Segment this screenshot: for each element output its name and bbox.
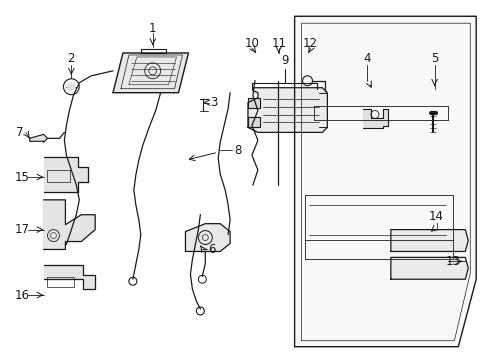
Polygon shape [391, 230, 468, 251]
Text: 15: 15 [14, 171, 29, 184]
Bar [47, 170, 71, 182]
Polygon shape [185, 224, 230, 251]
Circle shape [68, 83, 75, 91]
Polygon shape [391, 257, 468, 279]
Polygon shape [44, 265, 95, 289]
Text: 11: 11 [271, 37, 286, 50]
Polygon shape [113, 53, 189, 93]
Text: 2: 2 [68, 53, 75, 66]
Polygon shape [248, 88, 327, 132]
Polygon shape [44, 157, 88, 192]
Text: 5: 5 [431, 53, 438, 66]
Text: 1: 1 [149, 22, 156, 35]
Text: 12: 12 [303, 37, 318, 50]
Polygon shape [30, 134, 48, 142]
Polygon shape [363, 109, 388, 129]
Polygon shape [248, 98, 260, 108]
Text: 3: 3 [211, 96, 218, 109]
Text: 10: 10 [245, 37, 259, 50]
Text: 8: 8 [234, 144, 242, 157]
Text: 7: 7 [16, 126, 24, 139]
Bar [47, 277, 74, 287]
Text: 6: 6 [209, 243, 216, 256]
Text: 4: 4 [363, 53, 371, 66]
Text: 9: 9 [281, 54, 289, 67]
Text: 14: 14 [429, 210, 444, 223]
Text: 16: 16 [14, 289, 29, 302]
Text: 17: 17 [14, 223, 29, 236]
Text: 13: 13 [446, 255, 461, 268]
Polygon shape [44, 200, 95, 249]
Polygon shape [248, 117, 260, 127]
Polygon shape [294, 16, 476, 347]
